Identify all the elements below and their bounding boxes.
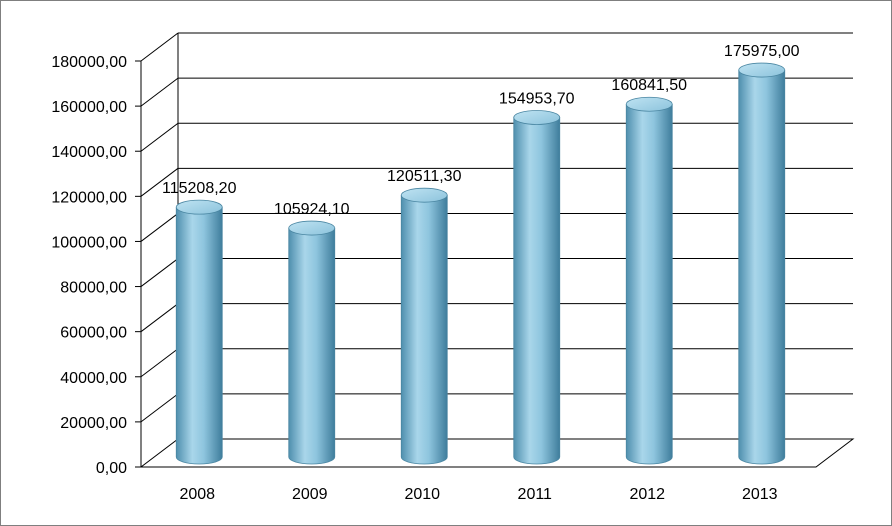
data-label: 154953,70 <box>499 90 575 107</box>
x-axis-tick-labels: 2008 2009 2010 2011 2012 2013 <box>179 486 777 503</box>
bar-top <box>175 199 223 215</box>
bar-body <box>175 206 223 465</box>
x-tick-label: 2013 <box>742 486 778 503</box>
bars <box>175 62 786 465</box>
y-tick-label: 180000,00 <box>51 54 127 71</box>
y-tick-label: 60000,00 <box>60 325 127 342</box>
bar-body <box>288 227 336 465</box>
bar-top <box>288 220 336 236</box>
y-tick-label: 0,00 <box>96 460 127 477</box>
gridline-depth <box>140 258 179 287</box>
x-tick-label: 2012 <box>629 486 665 503</box>
data-labels: 115208,20 105924,10 120511,30 154953,70 1608… <box>162 43 800 218</box>
gridline-depth <box>140 122 179 152</box>
bar-body <box>400 194 448 465</box>
bar <box>288 220 336 465</box>
gridline-depth <box>140 213 179 242</box>
bar <box>175 199 223 465</box>
bar <box>738 62 786 465</box>
gridline-depth <box>140 348 179 378</box>
x-tick-label: 2009 <box>292 486 328 503</box>
y-tick-label: 80000,00 <box>60 280 127 297</box>
x-tick-label: 2008 <box>179 486 215 503</box>
bar-body <box>513 117 561 465</box>
y-tick-label: 40000,00 <box>60 370 127 387</box>
gridline-depth <box>140 303 179 333</box>
gridline-depth <box>140 77 179 107</box>
y-tick-label: 160000,00 <box>51 99 127 116</box>
bar-body <box>738 69 786 465</box>
gridline-depth <box>140 393 179 423</box>
y-tick-label: 20000,00 <box>60 415 127 432</box>
y-tick-label: 100000,00 <box>51 234 127 251</box>
floor-plane <box>139 438 855 468</box>
x-tick-label: 2010 <box>404 486 440 503</box>
data-label: 175975,00 <box>724 43 800 60</box>
y-tick-label: 120000,00 <box>51 189 127 206</box>
y-tick-label: 140000,00 <box>51 144 127 161</box>
gridline-depth <box>140 32 179 62</box>
bar <box>513 110 561 465</box>
data-label: 115208,20 <box>162 180 237 197</box>
bar <box>625 96 673 465</box>
y-axis-tick-labels: 0,00 20000,00 40000,00 60000,00 80000,00 1000… <box>51 54 127 477</box>
bar-top <box>738 62 786 78</box>
data-label: 120511,30 <box>387 168 462 185</box>
gridline-depth <box>140 167 179 197</box>
data-label: 160841,50 <box>611 77 687 94</box>
x-tick-label: 2011 <box>518 486 553 503</box>
bar <box>400 187 448 465</box>
bar-body <box>625 103 673 465</box>
bar-top <box>625 96 673 112</box>
bar-top <box>513 110 561 125</box>
bar-top <box>400 187 448 203</box>
data-label: 105924,10 <box>274 201 350 218</box>
